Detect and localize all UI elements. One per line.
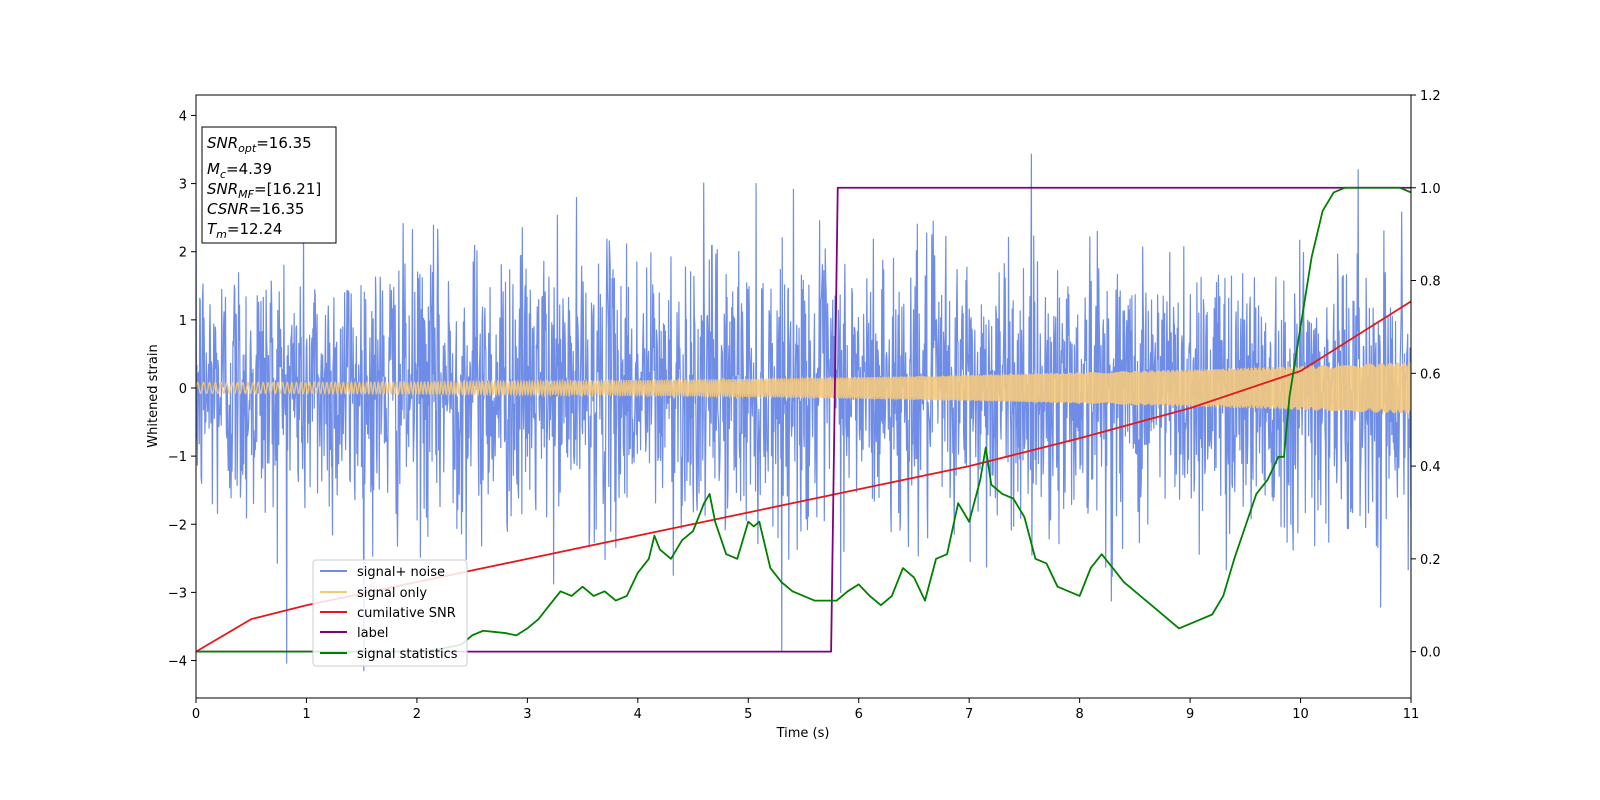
legend-frame — [312, 559, 468, 667]
x-tick-label: 4 — [634, 707, 642, 722]
x-tick-label: 10 — [1292, 707, 1309, 722]
y-axis-label: Whitened strain — [146, 344, 161, 447]
x-axis-label: Time (s) — [776, 726, 830, 741]
y-tick-label-right: 0.0 — [1420, 646, 1441, 661]
legend-label-signal-statistics: signal statistics — [357, 647, 458, 662]
signal-statistics-line — [196, 186, 1411, 653]
y-axis-right: 0.0 0.2 0.4 0.6 0.8 1.0 1.2 — [1411, 89, 1441, 661]
y-tick-label-left: 2 — [179, 246, 187, 261]
y-tick-label-right: 1.2 — [1420, 89, 1441, 104]
y-tick-label-left: −2 — [168, 518, 187, 533]
series-lines — [196, 186, 1411, 653]
info-box: SNRopt=16.35 Mc=4.39 SNRMF=[16.21] CSNR=… — [201, 126, 337, 244]
y-tick-label-right: 0.2 — [1420, 553, 1441, 568]
x-tick-label: 5 — [744, 707, 752, 722]
info-snr-mf: SNRMF=[16.21] — [207, 180, 321, 201]
series-signal-only — [196, 362, 1411, 414]
label-line — [196, 186, 1411, 653]
legend-label-signal-noise: signal+ noise — [357, 565, 445, 580]
legend-label-signal-only: signal only — [357, 586, 427, 601]
signal-only-line — [196, 362, 1411, 414]
x-tick-label: 1 — [302, 707, 310, 722]
x-tick-label: 7 — [965, 707, 973, 722]
y-tick-label-right: 0.6 — [1420, 367, 1441, 382]
y-tick-label-left: 1 — [179, 314, 187, 329]
cumilative-snr-line — [196, 300, 1411, 653]
legend-label-label: label — [357, 626, 388, 641]
x-axis: 0 1 2 3 4 5 6 7 8 9 10 11 — [192, 698, 1419, 722]
y-tick-label-left: 3 — [179, 178, 187, 193]
x-tick-label: 8 — [1075, 707, 1083, 722]
y-axis-left: −4 −3 −2 −1 0 1 2 3 4 — [168, 109, 196, 670]
y-tick-label-left: 0 — [179, 382, 187, 397]
plot-frame — [195, 94, 1412, 699]
info-box-frame — [201, 126, 337, 244]
x-tick-label: 2 — [413, 707, 421, 722]
x-tick-label: 11 — [1403, 707, 1420, 722]
y-tick-label-left: −4 — [168, 655, 187, 670]
y-tick-label-right: 0.8 — [1420, 275, 1441, 290]
x-tick-label: 0 — [192, 707, 200, 722]
y-tick-label-left: 4 — [179, 109, 187, 124]
info-snr-opt: SNRopt=16.35 — [207, 134, 312, 155]
y-tick-label-left: −1 — [168, 450, 187, 465]
y-tick-label-left: −3 — [168, 586, 187, 601]
legend-label-cumilative-snr: cumilative SNR — [357, 606, 456, 621]
info-csnr: CSNR=16.35 — [207, 200, 304, 218]
info-tm: Tm=12.24 — [207, 220, 282, 241]
x-tick-label: 9 — [1186, 707, 1194, 722]
x-tick-label: 6 — [855, 707, 863, 722]
info-mc: Mc=4.39 — [207, 160, 272, 181]
x-tick-label: 3 — [523, 707, 531, 722]
y-tick-label-right: 0.4 — [1420, 460, 1441, 475]
legend: signal+ noise signal only cumilative SNR… — [312, 559, 468, 667]
y-tick-label-right: 1.0 — [1420, 182, 1441, 197]
